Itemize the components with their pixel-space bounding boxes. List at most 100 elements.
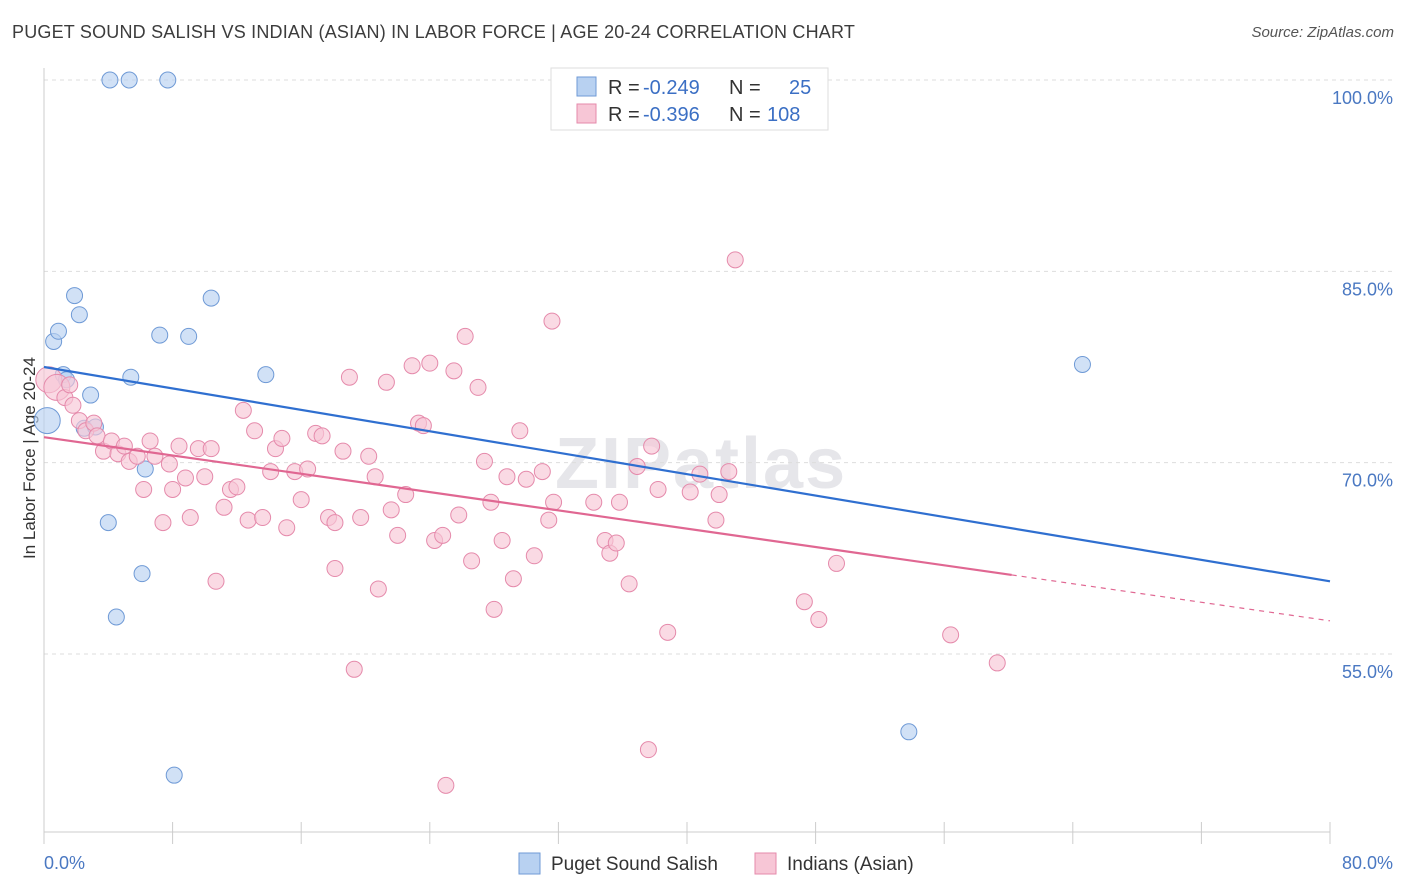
indian-point [498,468,516,486]
indian-point [681,483,699,501]
indian-point [61,376,79,394]
salish-point [159,71,177,89]
indian-point [369,580,387,598]
indian-point [610,493,628,511]
legend-swatch-pink [576,103,597,124]
indian-point [659,623,677,641]
indian-point [326,514,344,532]
indian-point [485,600,503,618]
salish-point [107,608,125,626]
bottom-legend: Puget Sound Salish Indians (Asian) [518,852,914,875]
indian-point [720,463,738,481]
indian-point [313,427,331,445]
indian-point [437,776,455,794]
indian-point [246,422,264,440]
indian-point [352,509,370,527]
indian-point [389,526,407,544]
salish-point [136,460,154,478]
salish-point [151,326,169,344]
indian-point [517,470,535,488]
indian-point [421,354,439,372]
indian-point [196,468,214,486]
indian-point [340,368,358,386]
indian-point [234,401,252,419]
indian-point [128,447,146,465]
stats-legend: R = -0.249 N = 25 R = -0.396 N = 108 [550,67,829,131]
salish-point [180,327,198,345]
indian-point [450,506,468,524]
bottom-legend-swatch-pink [754,852,777,875]
legend-r-value-1: -0.249 [643,77,700,99]
indian-point [176,469,194,487]
indian-point [366,468,384,486]
chart-source: Source: ZipAtlas.com [1251,24,1394,41]
trend-lines [43,365,1331,622]
indian-point [146,447,164,465]
indian-point [585,493,603,511]
indian-point [493,531,511,549]
indian-point [181,509,199,527]
salish-point [1073,355,1091,373]
indian-point [810,611,828,629]
chart-title: PUGET SOUND SALISH VS INDIAN (ASIAN) IN … [12,22,856,42]
y-axis-title: In Labor Force | Age 20-24 [20,357,39,559]
salish-point [133,565,151,583]
indian-point [397,486,415,504]
indian-point [262,463,280,481]
indian-point [988,654,1006,672]
indian-point [445,362,463,380]
legend-r-value-2: -0.396 [643,104,700,126]
indian-point [273,429,291,447]
bottom-legend-swatch-blue [518,852,541,875]
y-tick-label: 100.0% [1332,88,1393,108]
indian-point [795,593,813,611]
indian-point [154,514,172,532]
indian-point [170,437,188,455]
indian-point [707,511,725,529]
indian-point [135,480,153,498]
gridlines [44,79,1392,655]
salish-point [202,289,220,307]
x-tick-label: 0.0% [44,853,85,873]
indian-point [215,498,233,516]
indian-point [620,575,638,593]
indian-point [278,519,296,537]
y-tick-label: 70.0% [1342,471,1393,491]
salish-point [900,723,918,741]
salish-point [101,71,119,89]
indian-point [334,442,352,460]
indian-point [254,509,272,527]
indian-point [827,554,845,572]
bottom-legend-label-pink: Indians (Asian) [787,854,914,875]
indian-point [456,327,474,345]
salish-point [99,514,117,532]
stats-legend-box [550,67,829,131]
x-tick-label: 80.0% [1342,853,1393,873]
indian-point [475,452,493,470]
indian-trend-line [43,436,1012,577]
indian-point [726,251,744,269]
salish-point [66,287,84,305]
indian-point [403,357,421,375]
y-tick-labels: 100.0% 85.0% 70.0% 55.0% [1332,88,1393,682]
salish-point [49,322,67,340]
x-minor-ticks [43,822,1331,844]
indian-point [533,463,551,481]
indian-point [463,552,481,570]
salish-trend-line [43,365,1331,583]
indian-point [292,491,310,509]
salish-point [120,71,138,89]
indian-point [540,511,558,529]
indian-point [607,534,625,552]
legend-n-value-1: 25 [789,77,811,99]
indian-point [469,378,487,396]
indian-point [202,440,220,458]
indian-point [64,396,82,414]
indian-point [377,373,395,391]
indian-point [691,465,709,483]
legend-swatch-blue [576,76,597,97]
indian-point [115,437,133,455]
indian-point [360,447,378,465]
indian-point [511,422,529,440]
